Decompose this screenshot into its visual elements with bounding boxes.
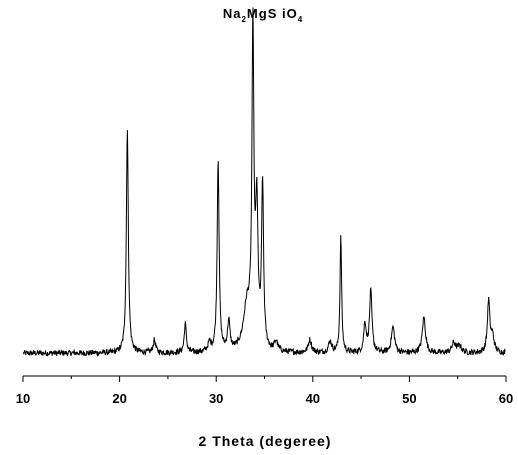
x-tick-label: 20	[112, 391, 126, 406]
chart-title: Na2MgS iO4	[223, 6, 303, 24]
title-part: MgS iO	[247, 6, 298, 21]
xrd-pattern	[22, 7, 506, 357]
x-tick-label: 50	[402, 391, 416, 406]
x-axis-ticks: 10 20 30 40 50 60	[16, 376, 513, 406]
xrd-series-line	[22, 7, 506, 357]
title-part: Na	[223, 6, 242, 21]
x-tick-label: 40	[306, 391, 320, 406]
title-subscript: 2	[241, 15, 246, 24]
x-tick-label: 10	[16, 391, 30, 406]
title-subscript: 4	[298, 15, 303, 24]
x-axis-label: 2 Theta (degeree)	[199, 433, 332, 449]
x-tick-label: 30	[209, 391, 223, 406]
x-tick-label: 60	[499, 391, 513, 406]
